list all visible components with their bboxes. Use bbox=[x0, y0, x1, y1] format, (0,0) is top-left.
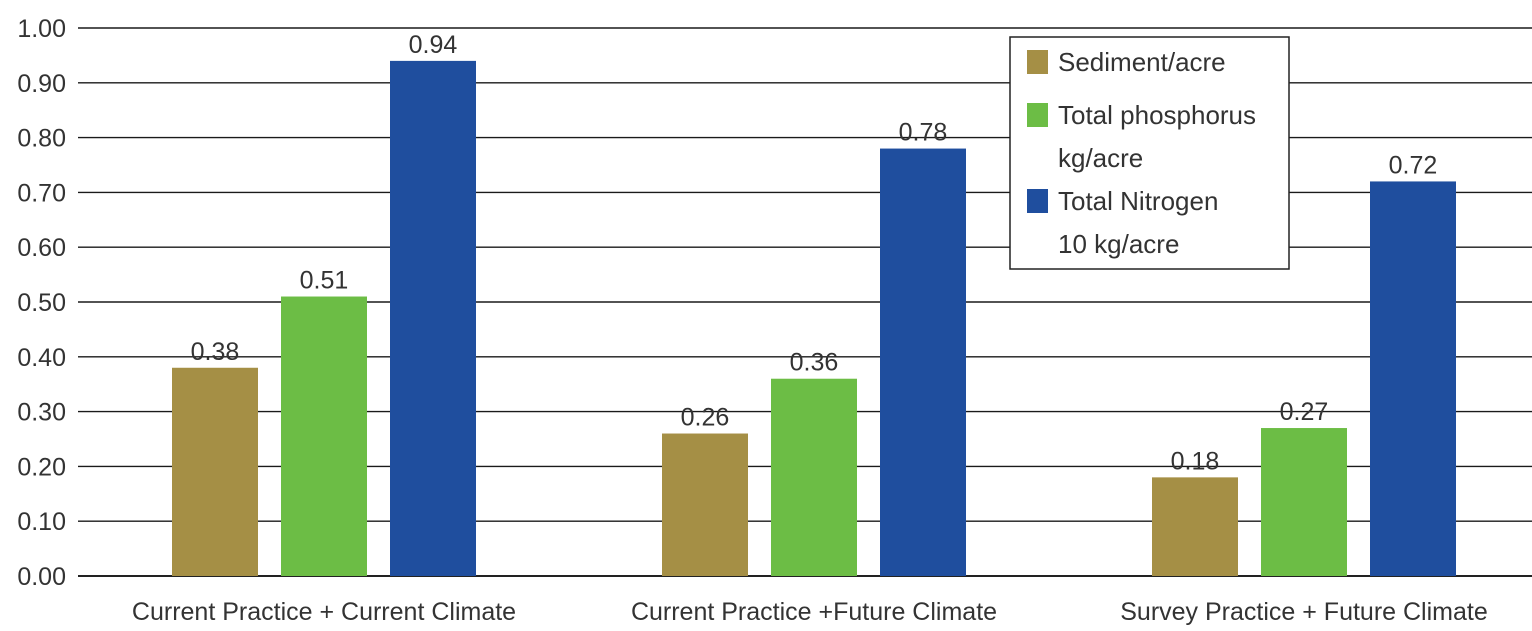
bar-sediment-acre-0 bbox=[172, 368, 258, 576]
data-label: 0.36 bbox=[790, 349, 839, 377]
legend-label: Total phosphorus bbox=[1058, 100, 1256, 130]
y-tick-label: 0.90 bbox=[17, 70, 66, 98]
x-category-label: Current Practice +Future Climate bbox=[631, 598, 997, 626]
y-tick-label: 0.10 bbox=[17, 508, 66, 536]
y-tick-label: 0.60 bbox=[17, 234, 66, 262]
y-tick-label: 0.40 bbox=[17, 344, 66, 372]
bar-total-phosphorus-kg-acre-1 bbox=[771, 379, 857, 576]
y-tick-label: 0.00 bbox=[17, 563, 66, 591]
x-category-label: Survey Practice + Future Climate bbox=[1120, 598, 1488, 626]
legend-label: 10 kg/acre bbox=[1058, 229, 1179, 259]
data-label: 0.51 bbox=[300, 267, 349, 295]
bar-total-nitrogen-10-kg-acre-0 bbox=[390, 61, 476, 576]
y-tick-label: 0.30 bbox=[17, 399, 66, 427]
data-label: 0.94 bbox=[409, 31, 458, 59]
bar-total-phosphorus-kg-acre-2 bbox=[1261, 428, 1347, 576]
y-tick-label: 0.80 bbox=[17, 125, 66, 153]
data-label: 0.26 bbox=[681, 404, 730, 432]
y-tick-label: 1.00 bbox=[17, 15, 66, 43]
legend-label: Total Nitrogen bbox=[1058, 186, 1218, 216]
bar-sediment-acre-1 bbox=[662, 434, 748, 576]
legend-swatch bbox=[1027, 189, 1048, 213]
y-tick-label: 0.70 bbox=[17, 179, 66, 207]
bar-total-nitrogen-10-kg-acre-2 bbox=[1370, 181, 1456, 576]
legend-label: Sediment/acre bbox=[1058, 47, 1226, 77]
legend-swatch bbox=[1027, 50, 1048, 74]
bar-total-nitrogen-10-kg-acre-1 bbox=[880, 149, 966, 576]
x-category-label: Current Practice + Current Climate bbox=[132, 598, 516, 626]
data-label: 0.72 bbox=[1389, 151, 1438, 179]
x-axis-category-labels: Current Practice + Current Climate Curren… bbox=[132, 598, 1488, 626]
bar-total-phosphorus-kg-acre-0 bbox=[281, 297, 367, 576]
y-tick-label: 0.20 bbox=[17, 453, 66, 481]
y-tick-label: 0.50 bbox=[17, 289, 66, 317]
y-axis-tick-labels: 0.00 0.10 0.20 0.30 0.40 0.50 0.60 0.70 0.80 0.90… bbox=[17, 15, 66, 591]
data-label: 0.38 bbox=[191, 338, 240, 366]
legend: Sediment/acre Total phosphorus kg/acre Tota… bbox=[1010, 37, 1289, 269]
bar-sediment-acre-2 bbox=[1152, 477, 1238, 576]
data-label: 0.18 bbox=[1171, 447, 1220, 475]
legend-swatch bbox=[1027, 103, 1048, 127]
legend-label: kg/acre bbox=[1058, 143, 1143, 173]
data-label: 0.27 bbox=[1280, 398, 1329, 426]
data-label: 0.78 bbox=[899, 119, 948, 147]
